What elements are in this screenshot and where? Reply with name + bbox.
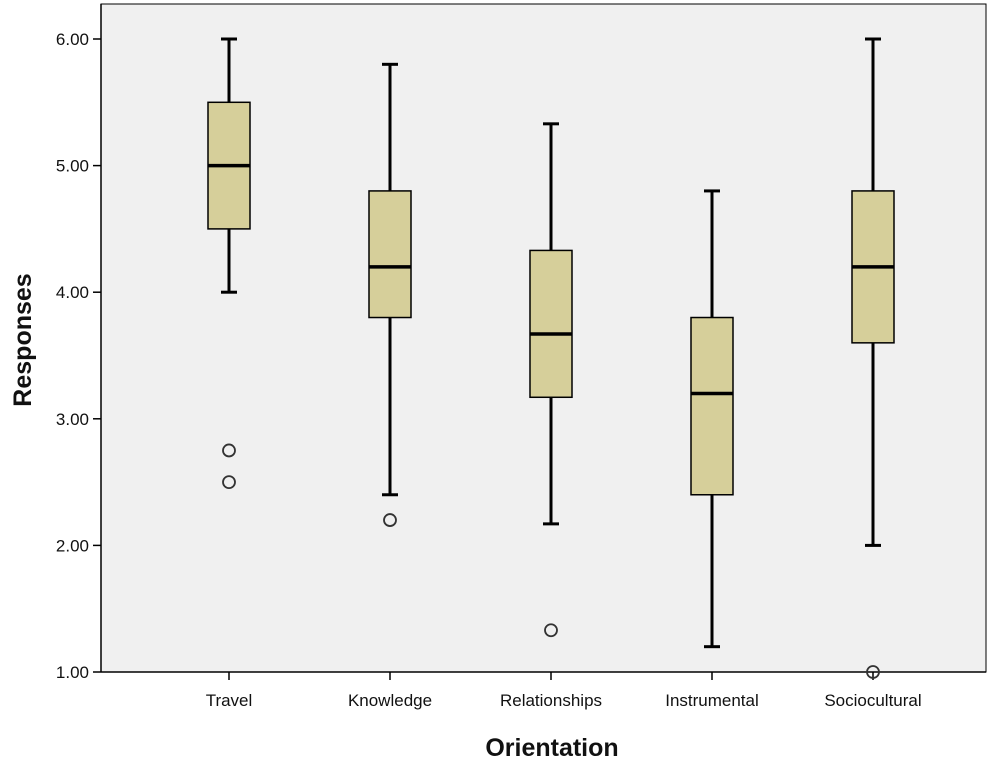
y-tick-label: 1.00 (56, 663, 89, 682)
box-knowledge (368, 62, 412, 527)
y-axis: 1.00 2.00 3.00 4.00 5.00 6.00 (56, 4, 102, 682)
y-tick-label: 5.00 (56, 157, 89, 176)
y-tick-label: 3.00 (56, 410, 89, 429)
outlier-point (544, 623, 558, 638)
outlier-point (222, 443, 236, 458)
box-iqr (529, 249, 573, 399)
outlier-point (383, 513, 397, 527)
y-tick-label: 6.00 (56, 30, 89, 49)
y-axis-title: Responses (9, 273, 37, 406)
y-tick-label: 2.00 (56, 536, 89, 555)
x-tick-label: Sociocultural (824, 691, 921, 710)
box-series (207, 37, 895, 679)
x-tick-label: Knowledge (348, 691, 432, 710)
x-tick-label: Instrumental (665, 691, 759, 710)
box-relationships (529, 122, 573, 638)
y-tick-label: 4.00 (56, 283, 89, 302)
x-axis: Travel Knowledge Relationships Instrumental… (101, 671, 986, 710)
x-tick-label: Relationships (500, 691, 602, 710)
x-axis-title: Orientation (485, 734, 618, 762)
box-travel (207, 37, 251, 490)
box-instrumental (690, 189, 734, 649)
outlier-point (222, 475, 236, 490)
x-tick-label: Travel (206, 691, 253, 710)
box-sociocultural (851, 37, 895, 679)
box-iqr (690, 316, 734, 496)
outlier-point (866, 665, 880, 679)
box-iqr (368, 190, 412, 319)
